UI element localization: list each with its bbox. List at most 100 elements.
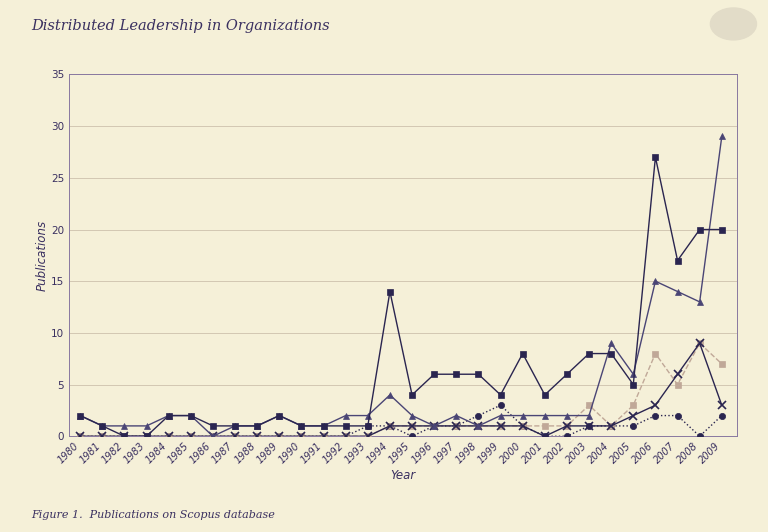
- emergent leadership: [695, 340, 704, 346]
- collective leadership: [142, 433, 151, 439]
- distributed leadership: [562, 412, 571, 419]
- collective leadership: [584, 423, 594, 429]
- collective leadership: [717, 412, 727, 419]
- distributed leadership: [452, 412, 461, 419]
- shared leadership: [562, 371, 571, 377]
- distributed leadership: [695, 298, 704, 305]
- collaborative leadership: [408, 423, 417, 429]
- collective leadership: [386, 423, 395, 429]
- shared leadership: [607, 351, 616, 357]
- emergent leadership: [584, 423, 594, 429]
- shared leadership: [164, 412, 174, 419]
- shared leadership: [496, 392, 505, 398]
- emergent leadership: [650, 402, 660, 409]
- emergent leadership: [208, 433, 217, 439]
- collective leadership: [75, 433, 84, 439]
- emergent leadership: [319, 433, 328, 439]
- collaborative leadership: [142, 433, 151, 439]
- collaborative leadership: [607, 423, 616, 429]
- emergent leadership: [275, 433, 284, 439]
- collective leadership: [429, 423, 439, 429]
- emergent leadership: [429, 423, 439, 429]
- emergent leadership: [540, 433, 549, 439]
- shared leadership: [717, 226, 727, 232]
- collaborative leadership: [296, 433, 306, 439]
- shared leadership: [673, 257, 682, 264]
- emergent leadership: [562, 423, 571, 429]
- distributed leadership: [363, 412, 372, 419]
- collective leadership: [496, 402, 505, 409]
- collaborative leadership: [120, 433, 129, 439]
- distributed leadership: [164, 412, 174, 419]
- distributed leadership: [75, 412, 84, 419]
- distributed leadership: [253, 423, 262, 429]
- distributed leadership: [408, 412, 417, 419]
- collective leadership: [452, 423, 461, 429]
- distributed leadership: [230, 423, 240, 429]
- shared leadership: [98, 423, 107, 429]
- shared leadership: [319, 423, 328, 429]
- collaborative leadership: [629, 402, 638, 409]
- collective leadership: [540, 433, 549, 439]
- distributed leadership: [496, 412, 505, 419]
- Line: shared leadership: shared leadership: [77, 154, 725, 439]
- collective leadership: [408, 433, 417, 439]
- emergent leadership: [629, 412, 638, 419]
- shared leadership: [695, 226, 704, 232]
- Line: collective leadership: collective leadership: [77, 402, 725, 439]
- emergent leadership: [230, 433, 240, 439]
- emergent leadership: [717, 402, 727, 409]
- collective leadership: [562, 433, 571, 439]
- shared leadership: [275, 412, 284, 419]
- emergent leadership: [75, 433, 84, 439]
- distributed leadership: [296, 423, 306, 429]
- collective leadership: [607, 423, 616, 429]
- X-axis label: Year: Year: [391, 469, 415, 481]
- emergent leadership: [496, 423, 505, 429]
- collaborative leadership: [496, 423, 505, 429]
- collaborative leadership: [75, 433, 84, 439]
- emergent leadership: [408, 423, 417, 429]
- collective leadership: [474, 412, 483, 419]
- emergent leadership: [253, 433, 262, 439]
- collaborative leadership: [540, 423, 549, 429]
- shared leadership: [518, 351, 528, 357]
- emergent leadership: [186, 433, 195, 439]
- shared leadership: [429, 371, 439, 377]
- shared leadership: [474, 371, 483, 377]
- collaborative leadership: [452, 423, 461, 429]
- distributed leadership: [518, 412, 528, 419]
- collective leadership: [230, 433, 240, 439]
- collective leadership: [341, 433, 350, 439]
- emergent leadership: [341, 433, 350, 439]
- emergent leadership: [673, 371, 682, 377]
- collaborative leadership: [164, 433, 174, 439]
- distributed leadership: [717, 134, 727, 140]
- collaborative leadership: [275, 433, 284, 439]
- collaborative leadership: [230, 433, 240, 439]
- distributed leadership: [98, 423, 107, 429]
- distributed leadership: [208, 433, 217, 439]
- shared leadership: [363, 423, 372, 429]
- collective leadership: [98, 433, 107, 439]
- shared leadership: [629, 381, 638, 388]
- Line: emergent leadership: emergent leadership: [76, 339, 726, 440]
- collaborative leadership: [253, 433, 262, 439]
- shared leadership: [253, 423, 262, 429]
- emergent leadership: [98, 433, 107, 439]
- distributed leadership: [386, 392, 395, 398]
- shared leadership: [208, 423, 217, 429]
- emergent leadership: [474, 423, 483, 429]
- shared leadership: [75, 412, 84, 419]
- Text: Figure 1.  Publications on Scopus database: Figure 1. Publications on Scopus databas…: [31, 510, 275, 520]
- Line: distributed leadership: distributed leadership: [77, 134, 725, 439]
- distributed leadership: [629, 371, 638, 377]
- distributed leadership: [607, 340, 616, 346]
- collaborative leadership: [673, 381, 682, 388]
- distributed leadership: [584, 412, 594, 419]
- collective leadership: [673, 412, 682, 419]
- shared leadership: [650, 154, 660, 160]
- shared leadership: [230, 423, 240, 429]
- collaborative leadership: [363, 433, 372, 439]
- shared leadership: [341, 423, 350, 429]
